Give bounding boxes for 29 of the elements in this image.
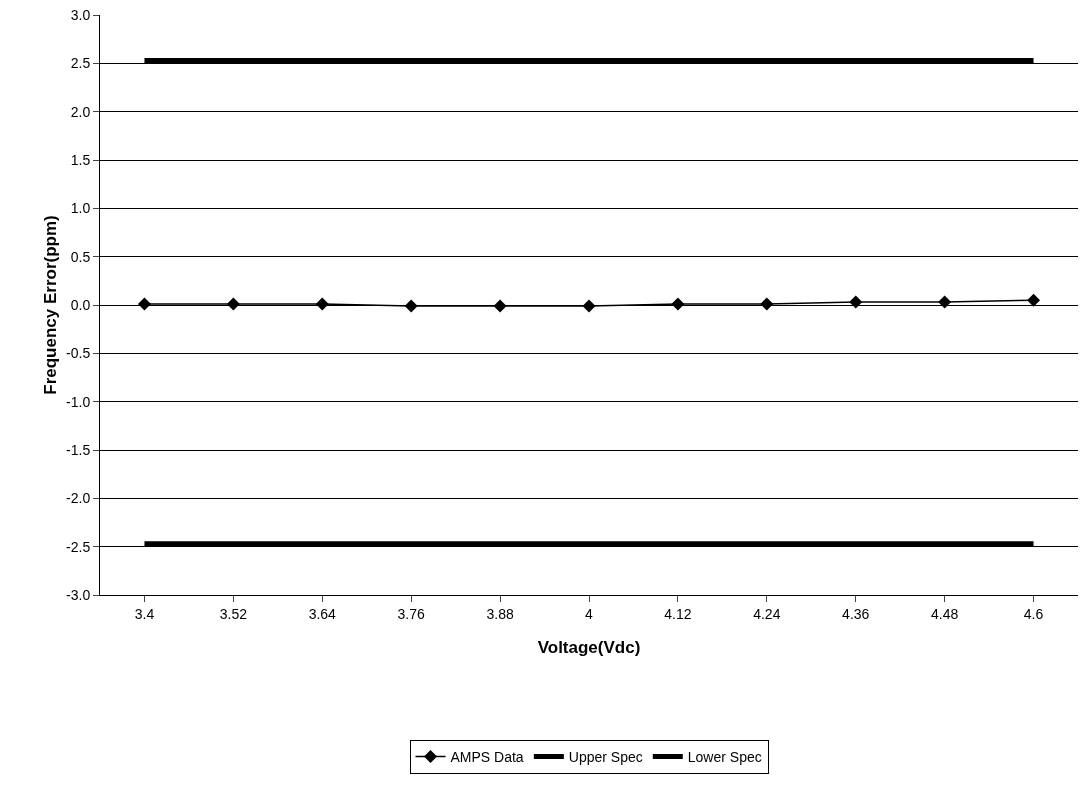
- y-tick-label: 3.0: [70, 6, 91, 23]
- x-tick-label: 4.48: [931, 605, 959, 622]
- x-tick-label: 3.76: [397, 605, 426, 622]
- y-tick-label: -0.5: [66, 345, 91, 362]
- legend-label: Lower Spec: [687, 749, 762, 766]
- legend-label: AMPS Data: [450, 749, 524, 766]
- y-tick-label: 1.0: [70, 200, 91, 217]
- y-tick-label: 1.5: [70, 151, 91, 168]
- x-tick-label: 3.64: [308, 605, 337, 622]
- x-tick-label: 4.24: [753, 605, 781, 622]
- x-tick-label: 4: [585, 605, 594, 622]
- y-tick-label: -2.5: [66, 538, 91, 555]
- y-tick-label: 2.5: [70, 55, 91, 72]
- x-tick-label: 4.12: [664, 605, 692, 622]
- legend-label: Upper Spec: [568, 749, 643, 766]
- x-tick-label: 4.6: [1023, 605, 1044, 622]
- x-tick-label: 4.36: [842, 605, 870, 622]
- x-tick-label: 3.52: [219, 605, 248, 622]
- x-axis-title: Voltage(Vdc): [537, 638, 641, 658]
- x-tick-label: 3.88: [486, 605, 514, 622]
- y-tick-label: -2.0: [66, 490, 91, 507]
- y-tick-label: 0.5: [70, 248, 91, 265]
- y-axis-title: Frequency Error(ppm): [41, 215, 60, 395]
- y-tick-label: 2.0: [70, 103, 91, 120]
- y-tick-label: -1.0: [66, 393, 91, 410]
- y-tick-label: -3.0: [66, 586, 91, 603]
- y-tick-label: -1.5: [66, 441, 91, 458]
- y-tick-label: 0.0: [70, 296, 91, 313]
- x-tick-label: 3.4: [134, 605, 155, 622]
